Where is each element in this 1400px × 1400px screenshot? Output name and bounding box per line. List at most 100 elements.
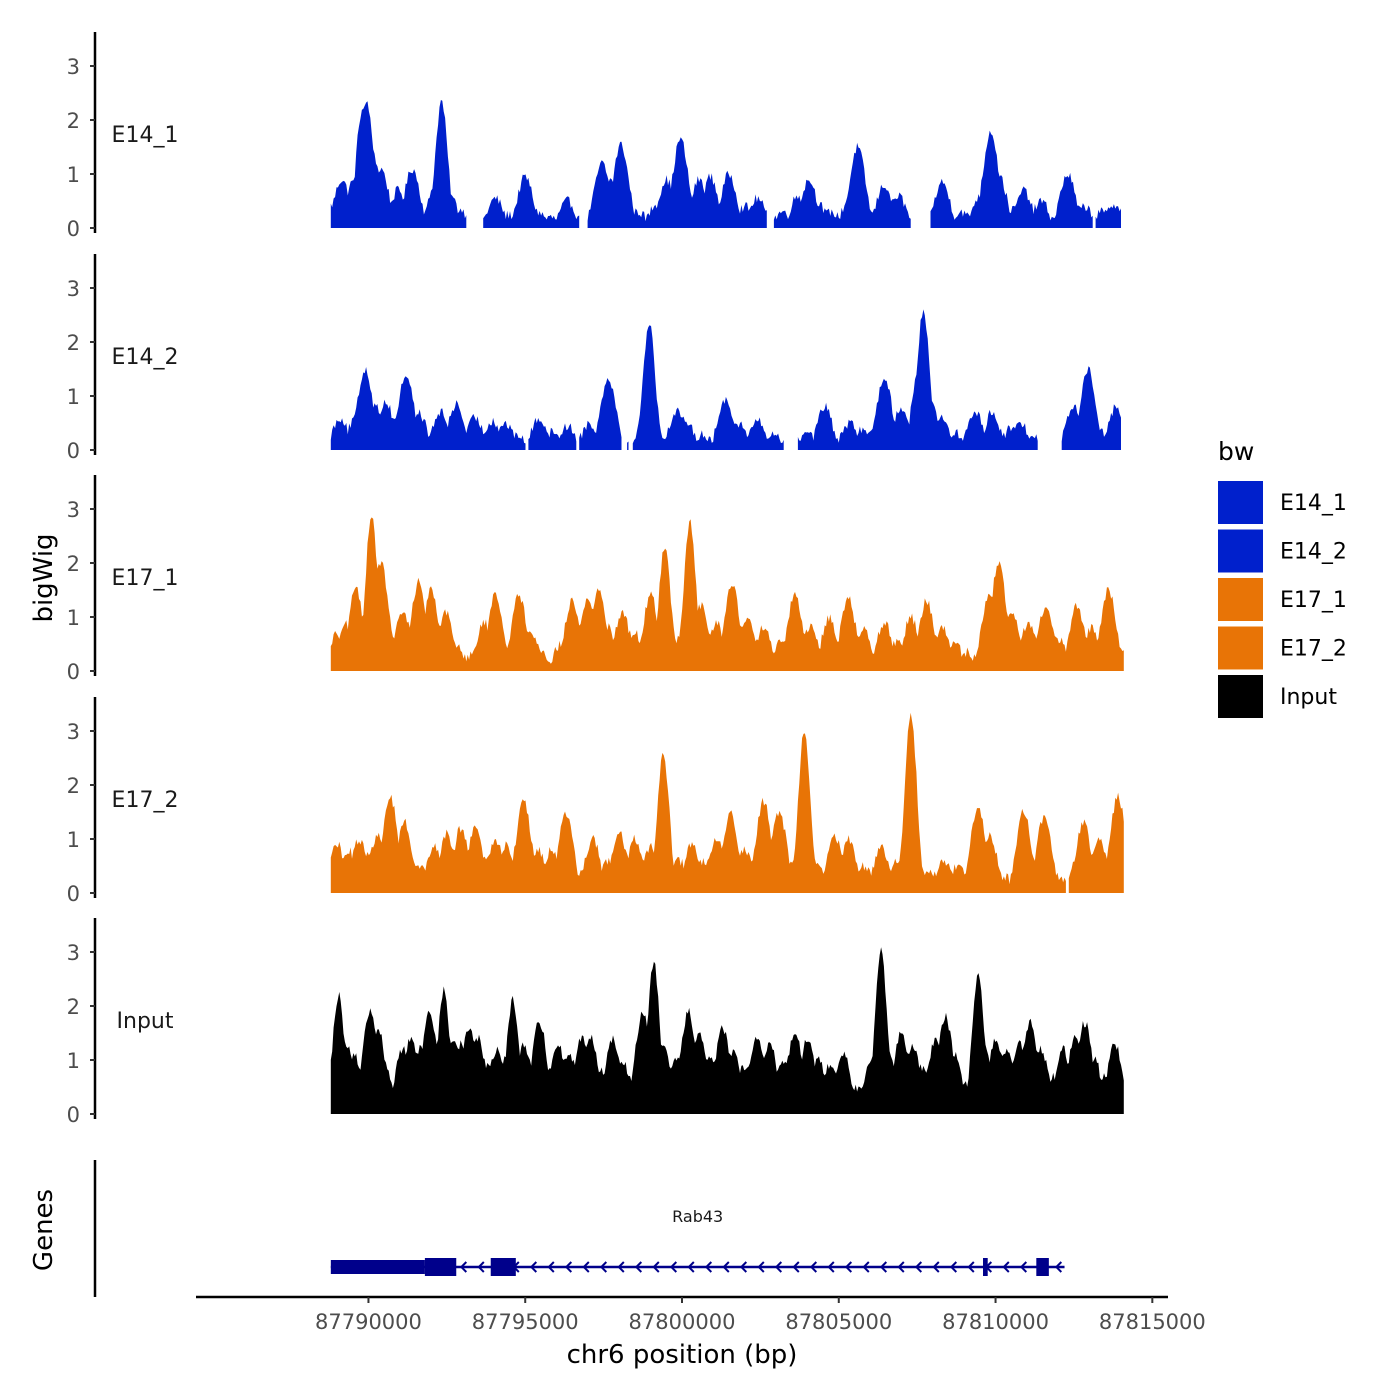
genes-layer: Rab43 — [93, 1160, 1065, 1297]
y-tick-label: 1 — [67, 1049, 80, 1073]
track-E14_1: 0 1 2 3 E14_1 — [67, 32, 1121, 241]
strand-chevron — [599, 1261, 608, 1273]
legend-label: E14_1 — [1280, 491, 1347, 516]
signal-area-E17_2 — [330, 712, 1066, 893]
strand-chevron — [564, 1261, 573, 1273]
x-tick-label: 87805000 — [785, 1310, 892, 1334]
signal-area-E14_1 — [483, 174, 580, 228]
exon-cds — [983, 1258, 988, 1276]
y-tick-label: 2 — [67, 774, 80, 798]
strand-chevron — [809, 1261, 818, 1273]
y-tick-label: 2 — [67, 995, 80, 1019]
x-axis-title: chr6 position (bp) — [567, 1340, 798, 1370]
legend-swatch-E14_1 — [1218, 481, 1263, 524]
gene-name-label: Rab43 — [672, 1207, 723, 1226]
exon-cds — [1036, 1258, 1049, 1276]
y-tick-label: 2 — [67, 331, 80, 355]
gene-Rab43[interactable]: Rab43 — [330, 1207, 1065, 1276]
strand-chevron — [687, 1261, 695, 1273]
strand-chevron — [529, 1261, 538, 1273]
strand-chevron — [617, 1261, 625, 1273]
exon-cds — [490, 1258, 516, 1276]
track-label: E17_2 — [112, 788, 179, 813]
strand-chevron — [652, 1261, 660, 1273]
strand-chevron — [932, 1261, 940, 1273]
legend-swatch-E14_2 — [1218, 529, 1263, 573]
y-tick-label: 3 — [67, 941, 80, 965]
signal-area-E17_1 — [330, 517, 1124, 671]
track-E14_2: 0 1 2 3 E14_2 — [67, 254, 1121, 463]
y-tick-label: 0 — [67, 439, 80, 463]
x-tick-label: 87815000 — [1099, 1310, 1206, 1334]
strand-chevron — [704, 1261, 713, 1273]
genes-axis-title: Genes — [29, 1189, 59, 1271]
strand-chevron — [547, 1261, 555, 1273]
signal-area-E14_2 — [528, 417, 577, 450]
y-tick-label: 3 — [67, 277, 80, 301]
legend-label: E14_2 — [1280, 540, 1347, 565]
legend-label: E17_1 — [1280, 588, 1347, 613]
strand-chevron — [862, 1261, 870, 1273]
strand-chevron — [757, 1261, 765, 1273]
y-tick-label: 2 — [67, 109, 80, 133]
y-tick-label: 3 — [67, 55, 80, 79]
y-tick-label: 1 — [67, 828, 80, 852]
x-tick-label: 87795000 — [472, 1310, 579, 1334]
x-axis: 87790000 87795000 87800000 87805000 87810000… — [196, 1295, 1206, 1334]
strand-chevron — [879, 1261, 888, 1273]
signal-area-E14_1 — [930, 130, 1093, 228]
strand-chevron — [967, 1261, 975, 1273]
y-tick-label: 3 — [67, 720, 80, 744]
y-tick-label: 1 — [67, 385, 80, 409]
strand-chevron — [634, 1261, 643, 1273]
signal-area-E14_1 — [330, 100, 467, 228]
signal-area-E14_2 — [330, 367, 526, 450]
legend-label: Input — [1280, 685, 1337, 710]
legend-label: E17_2 — [1280, 637, 1347, 662]
exon-cds — [424, 1258, 457, 1276]
strand-chevron — [792, 1261, 800, 1273]
y-tick-label: 0 — [67, 882, 80, 906]
x-tick-label: 87810000 — [942, 1310, 1049, 1334]
exon-utr — [330, 1260, 425, 1274]
strand-chevron — [897, 1261, 905, 1273]
y-tick-label: 3 — [67, 498, 80, 522]
y-tick-label: 0 — [67, 660, 80, 684]
signal-area-E14_1 — [773, 142, 911, 228]
signal-area-E14_2 — [1061, 366, 1121, 450]
y-tick-label: 1 — [67, 163, 80, 187]
legend-swatch-Input — [1218, 675, 1263, 718]
strand-chevron — [1019, 1261, 1028, 1273]
strand-chevron — [669, 1261, 678, 1273]
y-axis-title: bigWig — [29, 533, 59, 622]
strand-chevron — [844, 1261, 853, 1273]
signal-area-E14_1 — [1095, 204, 1121, 228]
legend-swatch-E17_2 — [1218, 626, 1263, 670]
strand-chevron — [722, 1261, 730, 1273]
y-tick-label: 2 — [67, 552, 80, 576]
strand-chevron — [827, 1261, 835, 1273]
signal-area-E14_2 — [797, 309, 1038, 450]
track-E17_1: 0 1 2 3 E17_1 — [67, 475, 1124, 684]
strand-chevron — [914, 1261, 923, 1273]
signal-area-Input — [330, 947, 1124, 1114]
strand-chevron — [477, 1261, 485, 1273]
strand-chevron — [739, 1261, 748, 1273]
x-tick-label: 87800000 — [629, 1310, 736, 1334]
track-E17_2: 0 1 2 3 E17_2 — [67, 697, 1124, 906]
signal-area-E14_2 — [627, 441, 629, 450]
signal-area-E14_2 — [632, 325, 784, 450]
strand-chevron — [459, 1261, 468, 1273]
legend-swatch-E17_1 — [1218, 578, 1263, 621]
signal-area-E14_1 — [587, 137, 767, 228]
track-label: E14_1 — [112, 123, 179, 148]
signal-area-E17_2 — [1068, 792, 1124, 893]
strand-chevron — [1054, 1261, 1063, 1273]
track-label: E14_2 — [112, 345, 179, 370]
signal-area-E14_2 — [579, 378, 622, 450]
y-tick-label: 0 — [67, 217, 80, 241]
strand-chevron — [949, 1261, 958, 1273]
x-tick-label: 87790000 — [315, 1310, 422, 1334]
track-label: Input — [117, 1009, 174, 1034]
